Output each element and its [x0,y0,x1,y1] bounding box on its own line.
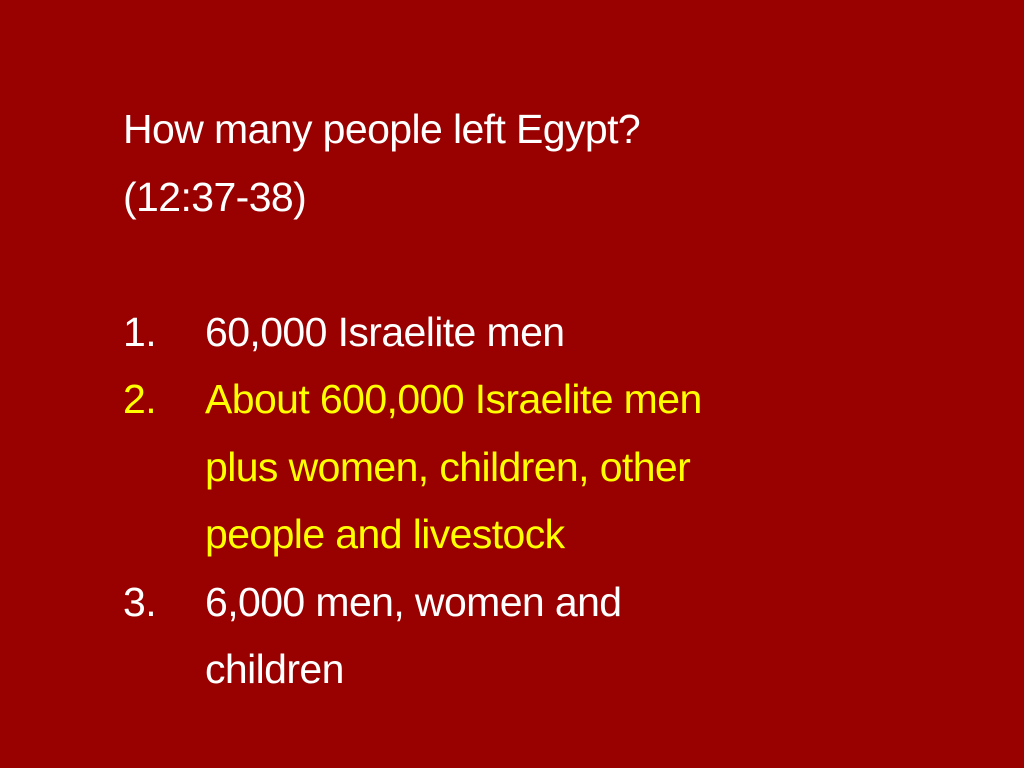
option-text: plus women, children, other [205,443,691,490]
spacer [123,231,943,299]
slide-content: How many people left Egypt? (12:37-38) 1… [123,96,943,704]
option-number: 1. [123,308,157,355]
answer-option-3: 3. 6,000 men, women and children [123,569,943,704]
option-number: 2. [123,376,157,422]
option-text: children [205,646,344,692]
option-text: 60,000 Israelite men [205,308,565,355]
question-title: How many people left Egypt? [123,106,641,152]
option-text: About 600,000 Israelite men [205,376,702,422]
option-text: 6,000 men, women and [205,578,622,625]
option-text: people and livestock [205,511,565,557]
answer-option-1: 1. 60,000 Israelite men [123,299,943,367]
option-number: 3. [123,578,157,625]
answer-option-2-highlighted: 2. About 600,000 Israelite men plus wome… [123,366,943,569]
scripture-reference: (12:37-38) [123,173,307,220]
